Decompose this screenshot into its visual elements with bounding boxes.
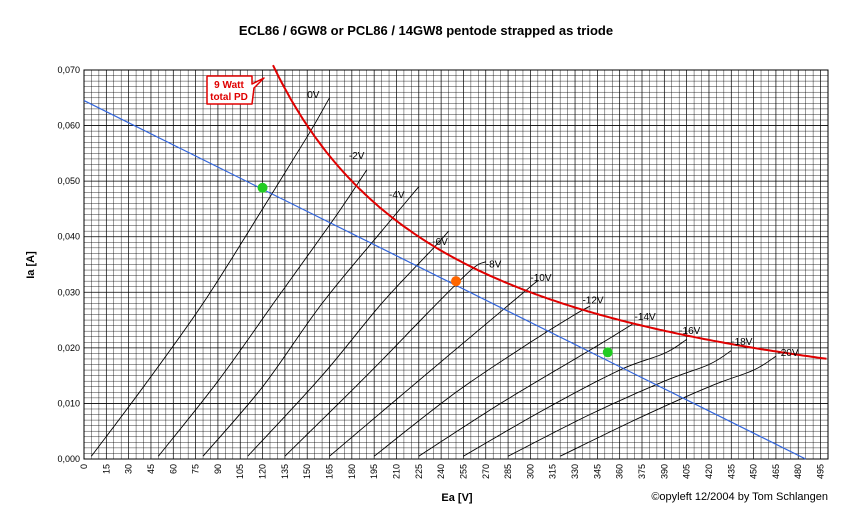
power-callout: 9 Watt total PD [206,75,265,105]
x-tick-label: 330 [570,464,580,479]
x-tick-label: 285 [503,464,513,479]
y-tick-label: 0,070 [57,65,80,75]
curve-label: -20V [777,348,798,359]
x-tick-label: 15 [101,464,111,474]
y-tick-label: 0,010 [57,398,80,408]
x-tick-label: 135 [280,464,290,479]
x-tick-label: 420 [704,464,714,479]
curve-label: -4V [389,190,405,201]
x-tick-label: 480 [793,464,803,479]
operating-point-marker [451,276,461,287]
x-tick-label: 465 [771,464,781,479]
grid-curve [560,355,777,457]
x-tick-label: 345 [592,464,602,479]
x-tick-label: 375 [637,464,647,479]
x-tick-label: 105 [235,464,245,479]
curve-label: -16V [679,326,700,337]
callout-line-2: total PD [210,92,248,103]
callout-box [206,75,265,105]
grid-curve [91,97,330,457]
grid-curve [329,280,539,457]
y-tick-label: 0,020 [57,343,80,353]
x-axis-label: Ea [V] [441,492,473,504]
x-tick-label: 255 [458,464,468,479]
x-tick-label: 90 [213,464,223,474]
x-tick-labels: 0 15 30 45 60 75 90 105 120 135 150 165 180 195 210 225… [79,464,826,479]
curve-label: 0V [307,90,320,101]
grid [83,69,829,460]
load-line [83,100,806,460]
curve-labels: 0V -2V -4V -6V -8V -10V -12V -14V -16V -18V -20V [307,90,799,359]
grid-curve [507,350,732,457]
grid-curve [418,322,635,457]
x-tick-label: 195 [369,464,379,479]
grid-curve [284,261,487,457]
x-tick-label: 390 [659,464,669,479]
curve-label: -10V [530,273,551,284]
x-tick-label: 435 [726,464,736,479]
chart-title: ECL86 / 6GW8 or PCL86 / 14GW8 pentode st… [239,23,613,38]
x-tick-label: 495 [816,464,826,479]
curve-label: -2V [349,151,365,162]
x-tick-label: 60 [168,464,178,474]
curve-label: -6V [432,237,448,248]
x-tick-label: 360 [615,464,625,479]
x-tick-label: 240 [436,464,446,479]
x-tick-label: 0 [79,464,89,469]
power-curve [272,64,827,360]
grid-curve [202,186,420,457]
x-tick-label: 180 [347,464,357,479]
x-tick-label: 75 [191,464,201,474]
operating-points [257,182,613,358]
operating-point-marker [602,347,613,358]
x-tick-label: 30 [124,464,134,474]
curve-label: -12V [582,295,603,306]
x-tick-label: 270 [481,464,491,479]
curve-label: -18V [731,337,752,348]
load-line-path [83,100,806,460]
y-tick-labels: 0,000 0,010 0,020 0,030 0,040 0,050 0,060 0,070 [57,65,80,464]
grid-curve [373,305,591,457]
grid-curve [158,169,368,457]
x-tick-label: 120 [258,464,268,479]
x-tick-label: 315 [548,464,558,479]
y-tick-label: 0,050 [57,176,80,186]
x-tick-label: 210 [391,464,401,479]
grid-voltage-curves [91,97,777,457]
x-tick-label: 450 [749,464,759,479]
y-tick-label: 0,040 [57,232,80,242]
copyright: ©opyleft 12/2004 by Tom Schlangen [651,491,828,503]
y-tick-label: 0,030 [57,287,80,297]
curve-label: -14V [635,312,656,323]
x-tick-label: 165 [325,464,335,479]
grid-curve [247,230,449,457]
operating-point-marker [257,182,268,193]
x-tick-label: 225 [414,464,424,479]
x-tick-label: 300 [525,464,535,479]
y-axis-label: Ia [A] [25,251,37,279]
x-tick-label: 45 [146,464,156,474]
grid-curve [463,339,687,457]
callout-line-1: 9 Watt [214,80,244,91]
curve-label: -8V [486,259,502,270]
x-tick-label: 150 [302,464,312,479]
y-tick-label: 0,000 [57,454,80,464]
y-tick-label: 0,060 [57,121,80,131]
power-dissipation-curve [272,64,827,360]
x-tick-label: 405 [682,464,692,479]
